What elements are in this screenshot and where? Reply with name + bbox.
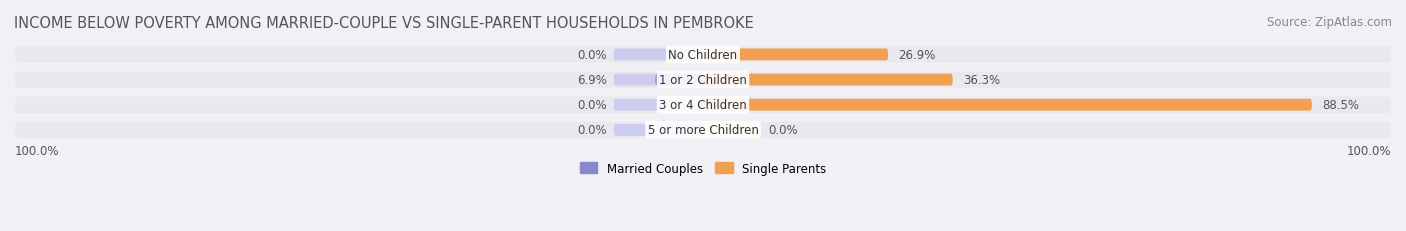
FancyBboxPatch shape [655, 74, 703, 86]
Text: 100.0%: 100.0% [1347, 144, 1391, 157]
Text: No Children: No Children [668, 49, 738, 62]
Text: 5 or more Children: 5 or more Children [648, 124, 758, 137]
FancyBboxPatch shape [15, 72, 1391, 88]
FancyBboxPatch shape [703, 49, 889, 61]
FancyBboxPatch shape [613, 125, 703, 136]
Legend: Married Couples, Single Parents: Married Couples, Single Parents [579, 162, 827, 175]
Text: 0.0%: 0.0% [768, 124, 799, 137]
FancyBboxPatch shape [15, 47, 1391, 63]
FancyBboxPatch shape [15, 97, 1391, 113]
FancyBboxPatch shape [655, 74, 703, 86]
Text: INCOME BELOW POVERTY AMONG MARRIED-COUPLE VS SINGLE-PARENT HOUSEHOLDS IN PEMBROK: INCOME BELOW POVERTY AMONG MARRIED-COUPL… [14, 16, 754, 31]
FancyBboxPatch shape [613, 49, 703, 61]
FancyBboxPatch shape [613, 99, 703, 111]
Text: 36.3%: 36.3% [963, 74, 1000, 87]
FancyBboxPatch shape [613, 74, 703, 86]
FancyBboxPatch shape [703, 99, 1312, 111]
FancyBboxPatch shape [15, 122, 1391, 138]
Text: 0.0%: 0.0% [576, 49, 606, 62]
Text: 6.9%: 6.9% [576, 74, 606, 87]
Text: 88.5%: 88.5% [1322, 99, 1360, 112]
Text: 1 or 2 Children: 1 or 2 Children [659, 74, 747, 87]
Text: 26.9%: 26.9% [898, 49, 936, 62]
Text: 0.0%: 0.0% [576, 99, 606, 112]
Text: 3 or 4 Children: 3 or 4 Children [659, 99, 747, 112]
Text: Source: ZipAtlas.com: Source: ZipAtlas.com [1267, 16, 1392, 29]
Text: 0.0%: 0.0% [576, 124, 606, 137]
Text: 100.0%: 100.0% [15, 144, 59, 157]
FancyBboxPatch shape [703, 125, 758, 136]
FancyBboxPatch shape [703, 74, 953, 86]
